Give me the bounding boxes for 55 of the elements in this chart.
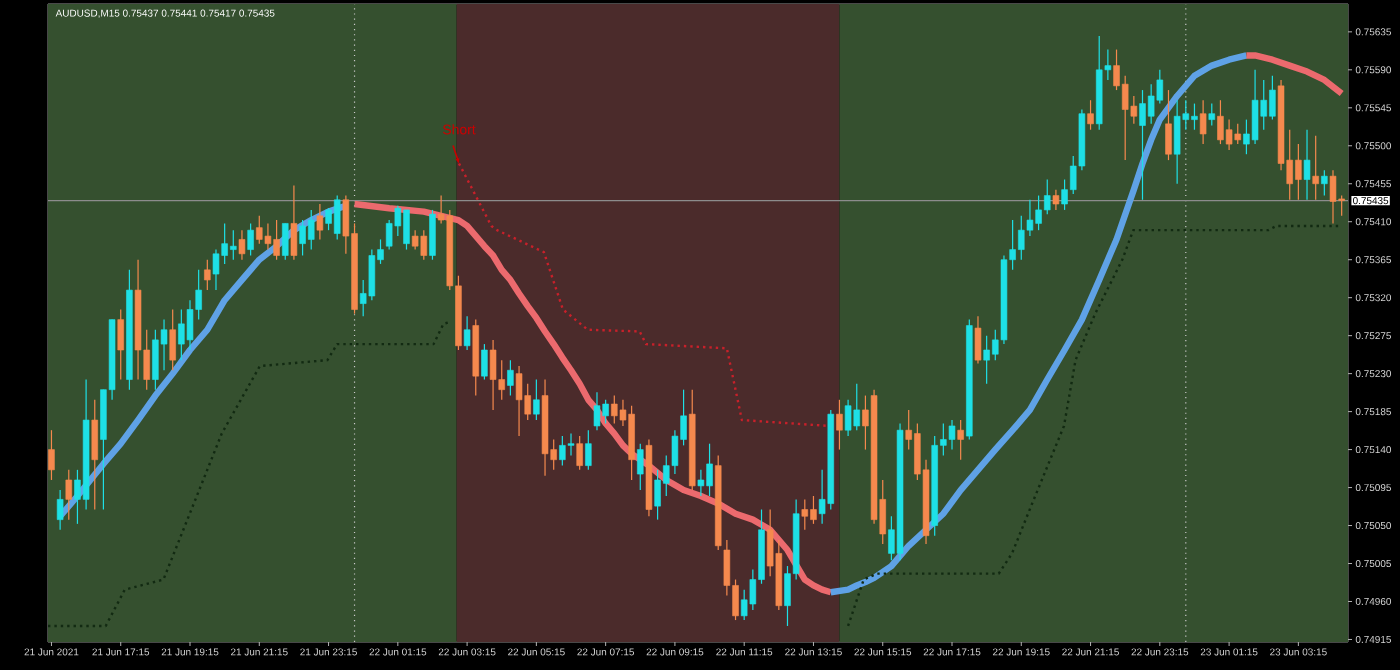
candlestick	[1165, 89, 1172, 161]
candlestick	[247, 222, 254, 257]
candlestick	[411, 229, 419, 251]
candlestick	[368, 248, 376, 301]
candlestick	[282, 222, 289, 261]
candlestick	[169, 308, 176, 371]
line-series	[827, 52, 1250, 596]
candlestick	[429, 209, 436, 261]
candlestick	[957, 419, 964, 461]
candlestick	[212, 248, 220, 291]
candlestick	[1173, 99, 1181, 185]
candlestick	[333, 194, 341, 241]
candlestick	[238, 229, 246, 261]
candlestick	[264, 222, 272, 251]
candlestick	[307, 209, 315, 251]
candlestick	[1208, 102, 1216, 127]
candlestick	[593, 391, 601, 431]
candlestick	[974, 315, 982, 365]
candlestick	[1087, 99, 1094, 131]
line-series	[46, 320, 451, 628]
candlestick	[204, 259, 211, 291]
candlestick	[948, 419, 956, 451]
line-series	[846, 224, 1342, 628]
candlestick	[507, 359, 514, 397]
candlestick	[576, 435, 583, 471]
candlestick	[65, 469, 73, 521]
candlestick	[1321, 169, 1328, 197]
candlestick	[56, 489, 64, 531]
candlestick	[91, 399, 98, 511]
candlestick	[1329, 169, 1337, 225]
candlestick	[1225, 119, 1233, 151]
candlestick	[637, 443, 644, 491]
candlestick	[585, 429, 592, 471]
candlestick	[515, 365, 523, 437]
candlestick	[1303, 129, 1311, 201]
candlestick	[1147, 83, 1155, 125]
candlestick	[1052, 189, 1060, 211]
candlestick	[489, 339, 497, 411]
candlestick	[836, 399, 843, 451]
candlestick	[290, 184, 298, 261]
candlestick	[1199, 99, 1207, 145]
candlestick	[117, 308, 124, 381]
candlestick	[316, 203, 324, 241]
candlestick	[1251, 69, 1259, 145]
candlestick	[420, 229, 428, 261]
candlestick	[533, 378, 540, 421]
candlestick	[1312, 135, 1319, 201]
candlestick	[697, 469, 705, 497]
candlestick	[567, 432, 575, 457]
candlestick	[463, 315, 471, 351]
candlestick	[48, 429, 55, 481]
candlestick	[481, 343, 488, 381]
candlestick	[801, 498, 809, 531]
line-series	[1243, 52, 1345, 97]
candlestick	[844, 399, 852, 437]
